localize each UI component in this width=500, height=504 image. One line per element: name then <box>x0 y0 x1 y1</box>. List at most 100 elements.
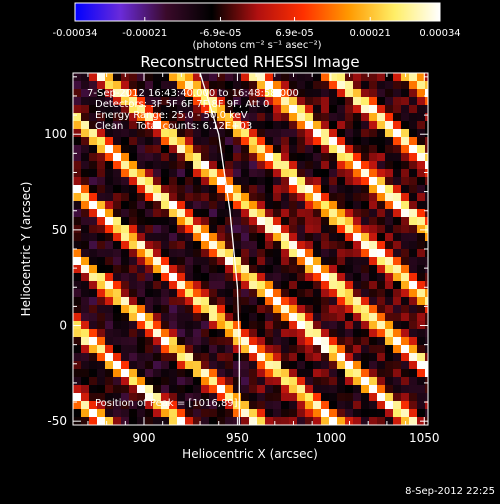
heatmap-cell <box>89 321 98 330</box>
heatmap-cell <box>217 369 226 378</box>
heatmap-cell <box>177 129 186 138</box>
heatmap-cell <box>369 153 378 162</box>
heatmap-cell <box>113 225 122 234</box>
heatmap-cell <box>113 177 122 186</box>
heatmap-cell <box>329 137 338 146</box>
heatmap-cell <box>417 185 426 194</box>
heatmap-cell <box>73 377 82 386</box>
heatmap-cell <box>249 89 258 98</box>
heatmap-cell <box>185 417 194 425</box>
heatmap-cell <box>281 353 290 362</box>
heatmap-cell <box>233 81 242 90</box>
heatmap-cell <box>265 177 274 186</box>
heatmap-cell <box>417 289 426 298</box>
heatmap-cell <box>329 73 338 82</box>
heatmap-cell <box>153 161 162 170</box>
heatmap-cell <box>313 225 322 234</box>
heatmap-cell <box>185 201 194 210</box>
heatmap-cell <box>393 73 402 82</box>
heatmap-cell <box>305 393 314 402</box>
heatmap-cell <box>249 281 258 290</box>
heatmap-cell <box>185 137 194 146</box>
heatmap-cell <box>425 121 428 130</box>
heatmap-cell <box>241 105 250 114</box>
heatmap-cell <box>81 377 90 386</box>
heatmap-cell <box>241 169 250 178</box>
heatmap-cell <box>345 105 354 114</box>
heatmap-cell <box>113 113 122 122</box>
heatmap-cell <box>145 361 154 370</box>
heatmap-cell <box>121 273 130 282</box>
heatmap-cell <box>393 233 402 242</box>
heatmap-cell <box>145 265 154 274</box>
heatmap-cell <box>145 185 154 194</box>
heatmap-cell <box>265 329 274 338</box>
heatmap-cell <box>233 249 242 258</box>
heatmap-cell <box>249 105 258 114</box>
heatmap-cell <box>313 289 322 298</box>
heatmap-cell <box>273 145 282 154</box>
heatmap-cell <box>217 89 226 98</box>
heatmap-cell <box>201 329 210 338</box>
heatmap-cell <box>193 249 202 258</box>
heatmap-cell <box>177 193 186 202</box>
heatmap-cell <box>313 233 322 242</box>
heatmap-cell <box>321 161 330 170</box>
heatmap-cell <box>113 129 122 138</box>
heatmap-cell <box>105 209 114 218</box>
heatmap-cell <box>409 129 418 138</box>
heatmap-cell <box>289 185 298 194</box>
heatmap-cell <box>273 369 282 378</box>
heatmap-cell <box>177 73 186 82</box>
heatmap-cell <box>377 185 386 194</box>
heatmap-cell <box>265 385 274 394</box>
heatmap-cell <box>417 129 426 138</box>
heatmap-cell <box>217 305 226 314</box>
heatmap-cell <box>337 417 346 425</box>
heatmap-cell <box>425 345 428 354</box>
heatmap-cell <box>249 401 258 410</box>
heatmap-cell <box>417 313 426 322</box>
heatmap-cell <box>81 369 90 378</box>
heatmap-cell <box>81 97 90 106</box>
heatmap-cell <box>401 105 410 114</box>
heatmap-cell <box>129 329 138 338</box>
heatmap-cell <box>305 289 314 298</box>
heatmap-cell <box>321 81 330 90</box>
heatmap-cell <box>129 233 138 242</box>
heatmap-cell <box>225 321 234 330</box>
heatmap-cell <box>417 305 426 314</box>
heatmap-cell <box>169 185 178 194</box>
heatmap-cell <box>273 385 282 394</box>
heatmap-cell <box>257 417 266 425</box>
heatmap-cell <box>385 89 394 98</box>
heatmap-cell <box>121 305 130 314</box>
heatmap-cell <box>241 177 250 186</box>
heatmap-cell <box>193 177 202 186</box>
heatmap-cell <box>281 193 290 202</box>
heatmap-cell <box>385 257 394 266</box>
heatmap-cell <box>129 321 138 330</box>
heatmap-cell <box>289 97 298 106</box>
heatmap-cell <box>409 329 418 338</box>
heatmap-cell <box>217 329 226 338</box>
heatmap-cell <box>265 97 274 106</box>
heatmap-cell <box>321 273 330 282</box>
heatmap-cell <box>185 289 194 298</box>
heatmap-cell <box>153 385 162 394</box>
heatmap-cell <box>129 313 138 322</box>
heatmap-cell <box>273 417 282 425</box>
heatmap-cell <box>361 281 370 290</box>
heatmap-cell <box>241 185 250 194</box>
annotation-time-range: 7-Sep-2012 16:43:40.000 to 16:48:58.000 <box>87 88 299 99</box>
heatmap-cell <box>369 297 378 306</box>
heatmap-cell <box>249 313 258 322</box>
heatmap-cell <box>145 345 154 354</box>
heatmap-cell <box>425 353 428 362</box>
heatmap-cell <box>153 289 162 298</box>
heatmap-cell <box>337 233 346 242</box>
heatmap-cell <box>265 297 274 306</box>
heatmap-cell <box>377 97 386 106</box>
heatmap-cell <box>425 145 428 154</box>
